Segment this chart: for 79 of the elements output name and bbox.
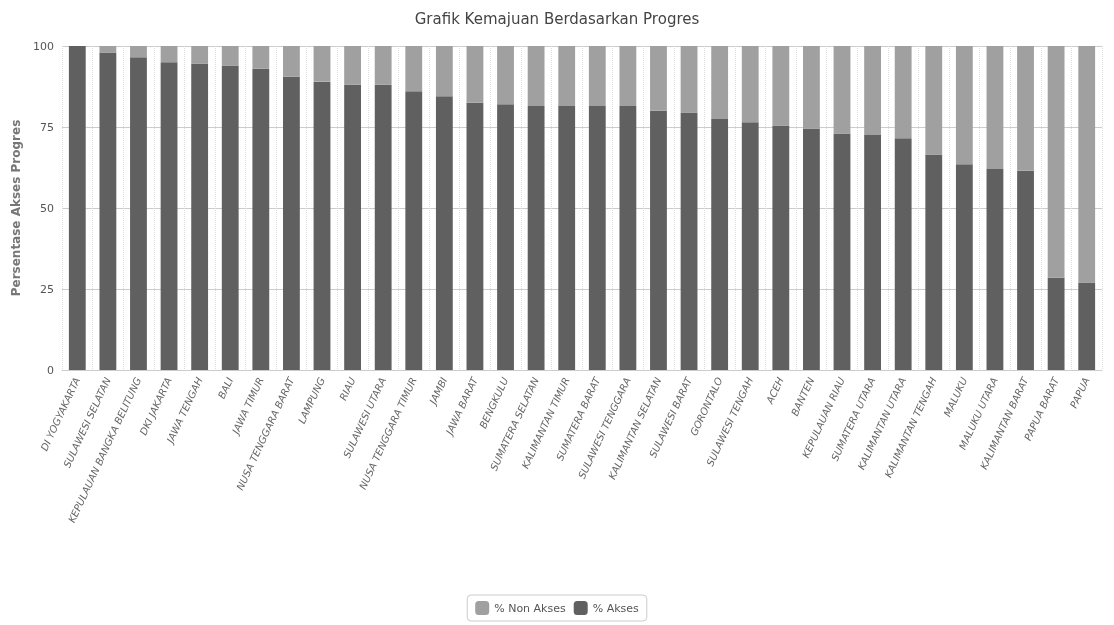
bar bbox=[803, 46, 820, 129]
bar bbox=[833, 133, 851, 370]
bar bbox=[803, 128, 820, 370]
bar bbox=[1047, 46, 1065, 278]
bar bbox=[558, 46, 576, 106]
y-tick-label: 75 bbox=[40, 120, 54, 134]
bar bbox=[283, 76, 300, 370]
bar bbox=[191, 46, 209, 64]
bar bbox=[588, 46, 606, 106]
x-tick-label: ACEH bbox=[763, 375, 787, 407]
bar bbox=[344, 84, 361, 370]
x-tick-label: BALI bbox=[215, 375, 236, 401]
bar bbox=[130, 46, 147, 58]
bar bbox=[160, 46, 178, 63]
legend-label: % Akses bbox=[592, 601, 640, 615]
bar bbox=[925, 46, 943, 155]
bar bbox=[741, 46, 759, 123]
bar bbox=[1078, 46, 1096, 283]
bar bbox=[864, 135, 881, 370]
bar bbox=[1047, 277, 1065, 370]
bar bbox=[619, 105, 637, 370]
bar bbox=[650, 46, 667, 111]
bar bbox=[741, 122, 759, 370]
y-tick-label: 25 bbox=[40, 282, 54, 296]
bar bbox=[374, 84, 392, 370]
bar bbox=[160, 62, 178, 370]
bar bbox=[405, 46, 423, 92]
bar bbox=[435, 96, 453, 370]
bar bbox=[313, 81, 331, 370]
bar bbox=[833, 46, 851, 134]
bar bbox=[344, 46, 361, 85]
bar bbox=[497, 104, 514, 370]
y-tick-label: 100 bbox=[33, 39, 54, 53]
bar bbox=[864, 46, 881, 136]
bar bbox=[925, 154, 943, 370]
bar bbox=[405, 91, 423, 370]
bar bbox=[221, 46, 239, 66]
bar bbox=[680, 46, 698, 113]
bar bbox=[711, 118, 729, 370]
bar bbox=[1078, 282, 1096, 370]
bar bbox=[894, 46, 912, 139]
bar bbox=[99, 52, 117, 370]
bar bbox=[955, 164, 973, 370]
bar bbox=[466, 102, 484, 370]
bar bbox=[252, 68, 270, 370]
bar bbox=[650, 110, 667, 370]
bar bbox=[191, 63, 209, 370]
bar bbox=[1017, 46, 1034, 171]
legend-label: % Non Akses bbox=[494, 601, 566, 615]
bar bbox=[986, 169, 1004, 370]
bar bbox=[986, 46, 1004, 170]
y-tick-label: 0 bbox=[47, 363, 54, 377]
bar bbox=[221, 65, 239, 370]
bar bbox=[558, 105, 576, 370]
x-tick-label: RIAU bbox=[337, 375, 358, 403]
bar bbox=[466, 46, 484, 103]
bar bbox=[588, 105, 606, 370]
bar bbox=[680, 112, 698, 370]
bar bbox=[497, 46, 514, 105]
bar bbox=[955, 46, 973, 165]
bar bbox=[68, 46, 86, 370]
y-tick-label: 50 bbox=[40, 201, 54, 215]
bar bbox=[527, 46, 545, 106]
bar bbox=[252, 46, 270, 69]
bar bbox=[711, 46, 729, 119]
bar bbox=[527, 105, 545, 370]
bar bbox=[435, 46, 453, 97]
bar bbox=[99, 46, 117, 53]
bar bbox=[619, 46, 637, 106]
chart-title: Grafik Kemajuan Berdasarkan Progres bbox=[414, 9, 700, 28]
bar bbox=[772, 125, 790, 370]
bar bbox=[374, 46, 392, 85]
bar bbox=[894, 138, 912, 370]
bar bbox=[772, 46, 790, 126]
bar bbox=[313, 46, 331, 82]
bar bbox=[130, 57, 147, 370]
y-axis-title: Persentase Akses Progres bbox=[9, 119, 24, 297]
bar bbox=[1017, 170, 1034, 370]
bar bbox=[283, 46, 300, 77]
